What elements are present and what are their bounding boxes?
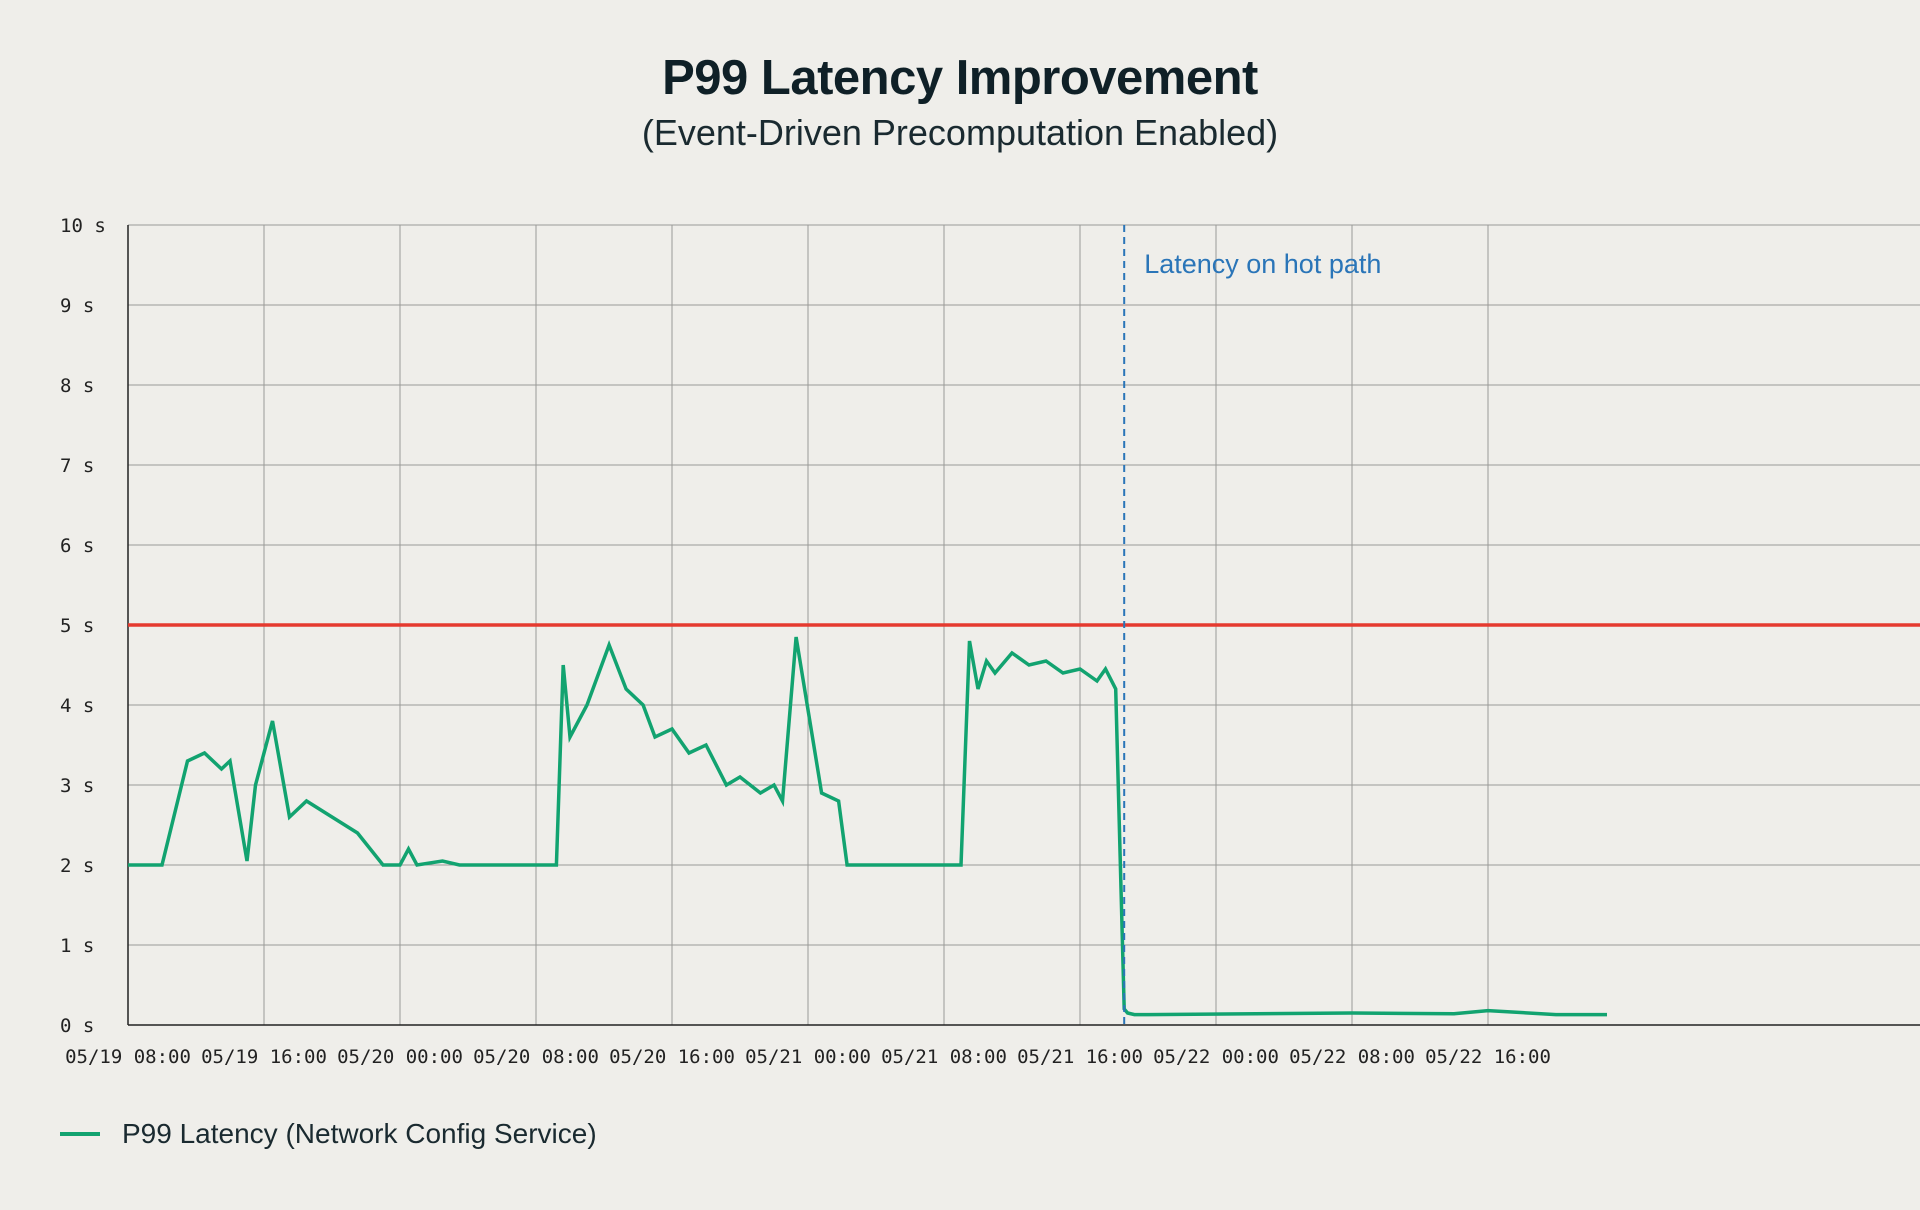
y-tick-label: 9 s xyxy=(60,295,94,317)
series-line xyxy=(128,636,1607,1017)
chart-subtitle: (Event-Driven Precomputation Enabled) xyxy=(641,112,1279,153)
y-tick-label: 1 s xyxy=(60,935,94,957)
annotation-label: Latency on hot path xyxy=(1144,249,1381,279)
legend-swatch-icon xyxy=(60,1132,100,1136)
x-tick-label: 05/20 16:00 xyxy=(609,1046,735,1068)
y-tick-label: 5 s xyxy=(60,615,94,637)
y-tick-label: 10 s xyxy=(60,215,106,237)
legend-label: P99 Latency (Network Config Service) xyxy=(122,1118,597,1149)
x-tick-label: 05/20 08:00 xyxy=(473,1046,599,1068)
y-tick-label: 0 s xyxy=(60,1015,94,1037)
y-tick-label: 2 s xyxy=(60,855,94,877)
y-tick-label: 3 s xyxy=(60,775,94,797)
y-tick-label: 8 s xyxy=(60,375,94,397)
x-tick-label: 05/19 16:00 xyxy=(201,1046,327,1068)
x-tick-label: 05/21 08:00 xyxy=(881,1046,1007,1068)
x-tick-label: 05/22 08:00 xyxy=(1289,1046,1415,1068)
x-tick-label: 05/21 00:00 xyxy=(745,1046,871,1068)
chart-legend: P99 Latency (Network Config Service) xyxy=(60,1118,597,1150)
x-tick-label: 05/19 08:00 xyxy=(65,1046,191,1068)
x-tick-label: 05/21 16:00 xyxy=(1017,1046,1143,1068)
x-tick-label: 05/22 00:00 xyxy=(1153,1046,1279,1068)
y-tick-label: 7 s xyxy=(60,455,94,477)
x-tick-label: 05/22 16:00 xyxy=(1425,1046,1551,1068)
y-tick-label: 6 s xyxy=(60,535,94,557)
y-tick-label: 4 s xyxy=(60,695,94,717)
x-tick-label: 05/20 00:00 xyxy=(337,1046,463,1068)
chart-title: P99 Latency Improvement xyxy=(662,51,1258,105)
